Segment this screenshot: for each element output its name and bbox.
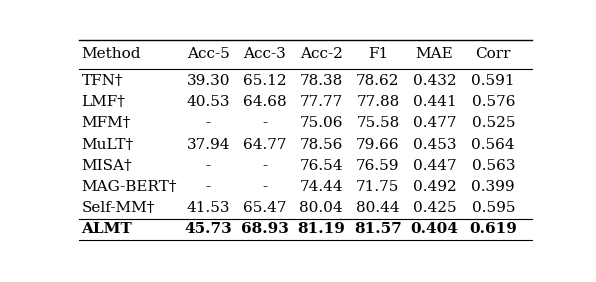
Text: 75.58: 75.58 [356,116,399,131]
Text: 74.44: 74.44 [299,180,343,194]
Text: 0.492: 0.492 [412,180,457,194]
Text: 0.432: 0.432 [412,74,457,88]
Text: 37.94: 37.94 [187,138,230,152]
Text: 0.441: 0.441 [412,95,457,109]
Text: 0.576: 0.576 [471,95,515,109]
Text: 78.62: 78.62 [356,74,400,88]
Text: ALMT: ALMT [82,222,132,236]
Text: 80.04: 80.04 [299,201,343,215]
Text: 75.06: 75.06 [300,116,343,131]
Text: 0.404: 0.404 [411,222,458,236]
Text: 0.564: 0.564 [471,138,515,152]
Text: Self-MM†: Self-MM† [82,201,155,215]
Text: 80.44: 80.44 [356,201,400,215]
Text: -: - [206,180,211,194]
Text: Corr: Corr [476,47,511,61]
Text: MAE: MAE [415,47,454,61]
Text: MISA†: MISA† [82,159,132,173]
Text: 76.59: 76.59 [356,159,400,173]
Text: 64.68: 64.68 [243,95,287,109]
Text: 0.425: 0.425 [412,201,457,215]
Text: -: - [262,116,267,131]
Text: 0.477: 0.477 [412,116,456,131]
Text: 79.66: 79.66 [356,138,400,152]
Text: 0.619: 0.619 [470,222,517,236]
Text: 64.77: 64.77 [243,138,287,152]
Text: 65.47: 65.47 [243,201,287,215]
Text: Acc-2: Acc-2 [300,47,343,61]
Text: 41.53: 41.53 [187,201,230,215]
Text: 78.38: 78.38 [300,74,343,88]
Text: TFN†: TFN† [82,74,123,88]
Text: 40.53: 40.53 [187,95,230,109]
Text: 0.591: 0.591 [471,74,515,88]
Text: 77.77: 77.77 [300,95,343,109]
Text: -: - [262,180,267,194]
Text: F1: F1 [368,47,388,61]
Text: Method: Method [82,47,141,61]
Text: Acc-5: Acc-5 [187,47,229,61]
Text: LMF†: LMF† [82,95,125,109]
Text: MuLT†: MuLT† [82,138,134,152]
Text: 0.525: 0.525 [471,116,515,131]
Text: MFM†: MFM† [82,116,131,131]
Text: 39.30: 39.30 [187,74,230,88]
Text: 0.447: 0.447 [412,159,457,173]
Text: 0.453: 0.453 [412,138,456,152]
Text: 0.399: 0.399 [471,180,515,194]
Text: 45.73: 45.73 [184,222,232,236]
Text: -: - [262,159,267,173]
Text: MAG-BERT†: MAG-BERT† [82,180,177,194]
Text: Acc-3: Acc-3 [243,47,286,61]
Text: 81.19: 81.19 [297,222,345,236]
Text: 76.54: 76.54 [300,159,343,173]
Text: 77.88: 77.88 [356,95,399,109]
Text: 71.75: 71.75 [356,180,399,194]
Text: -: - [206,116,211,131]
Text: -: - [206,159,211,173]
Text: 0.595: 0.595 [471,201,515,215]
Text: 65.12: 65.12 [243,74,287,88]
Text: 78.56: 78.56 [300,138,343,152]
Text: 68.93: 68.93 [241,222,288,236]
Text: 0.563: 0.563 [471,159,515,173]
Text: 81.57: 81.57 [354,222,402,236]
